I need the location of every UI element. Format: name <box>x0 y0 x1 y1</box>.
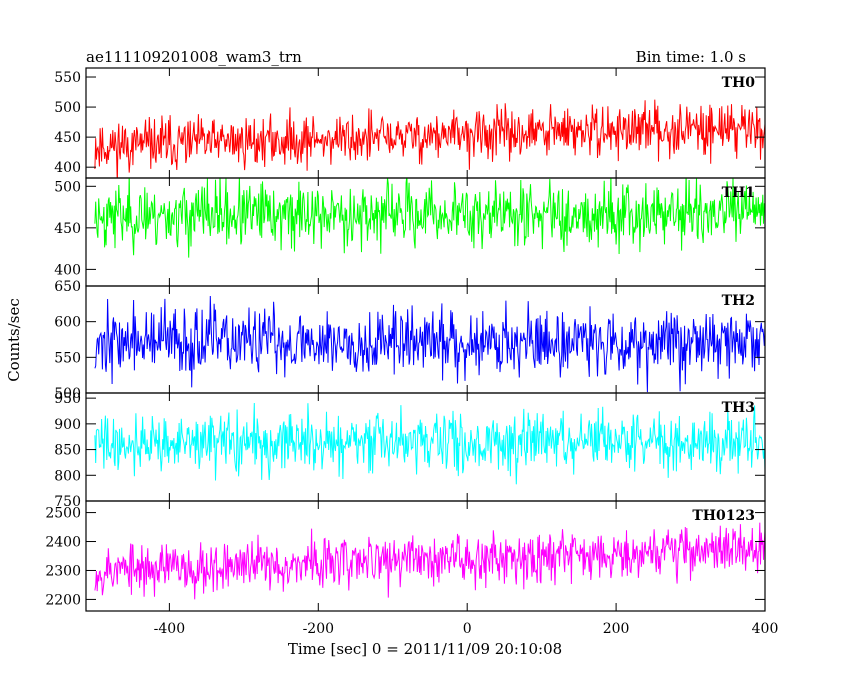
panel-th1: 400 450 500 TH1 <box>54 177 766 287</box>
y-tick-label: 800 <box>54 468 81 484</box>
x-tick-label: -400 <box>154 621 185 637</box>
panel-label: TH3 <box>722 400 755 416</box>
panel-label: TH0123 <box>692 508 755 524</box>
panel-th3: 750 800 850 900 950 TH3 <box>54 391 766 510</box>
x-tick-label: -200 <box>303 621 334 637</box>
series-line-th3 <box>94 402 765 485</box>
x-axis: -400 -200 0 200 400 <box>154 621 779 637</box>
y-tick-label: 2400 <box>45 535 81 551</box>
panel-th2: 500 550 600 650 TH2 <box>54 279 766 402</box>
panels-group: 400 450 500 550 TH0 400 450 500 TH1 500 550 600 650 T… <box>45 67 766 612</box>
x-axis-label: Time [sec] 0 = 2011/11/09 20:10:08 <box>288 640 562 658</box>
y-axis-label: Counts/sec <box>5 298 23 382</box>
panel-label: TH1 <box>722 185 755 201</box>
y-tick-label: 500 <box>54 100 81 116</box>
series-line-th0 <box>94 99 765 178</box>
panel-frame <box>85 500 766 612</box>
y-tick-label: 850 <box>54 443 81 459</box>
y-tick-label: 450 <box>54 130 81 146</box>
panel-label: TH0 <box>722 75 756 91</box>
y-tick-label: 550 <box>54 350 81 366</box>
y-tick-label: 750 <box>54 494 81 510</box>
series-line-th1 <box>94 178 765 258</box>
x-tick-label: 400 <box>752 621 779 637</box>
y-tick-label: 500 <box>54 386 81 402</box>
y-tick-label: 900 <box>54 417 81 433</box>
y-tick-label: 650 <box>54 279 81 295</box>
panel-th0: 400 450 500 550 TH0 <box>54 67 766 179</box>
y-tick-label: 2300 <box>45 563 81 579</box>
y-tick-label: 500 <box>54 179 81 195</box>
x-tick-label: 0 <box>463 621 472 637</box>
y-tick-label: 950 <box>54 391 81 407</box>
y-tick-label: 600 <box>54 315 81 331</box>
y-tick-label: 2200 <box>45 592 81 608</box>
y-tick-label: 400 <box>54 262 81 278</box>
x-tick-label: 200 <box>603 621 630 637</box>
y-tick-label: 450 <box>54 221 81 237</box>
series-line-th0123 <box>94 522 765 600</box>
chart-title-right: Bin time: 1.0 s <box>636 48 746 66</box>
y-tick-label: 550 <box>54 70 81 86</box>
panel-label: TH2 <box>722 293 755 309</box>
y-tick-label: 2500 <box>45 506 81 522</box>
panel-th0123: 2200 2300 2400 2500 TH0123 <box>45 500 766 612</box>
series-line-th2 <box>94 295 765 393</box>
chart-title-left: ae111109201008_wam3_trn <box>86 48 302 66</box>
y-tick-label: 400 <box>54 160 81 176</box>
